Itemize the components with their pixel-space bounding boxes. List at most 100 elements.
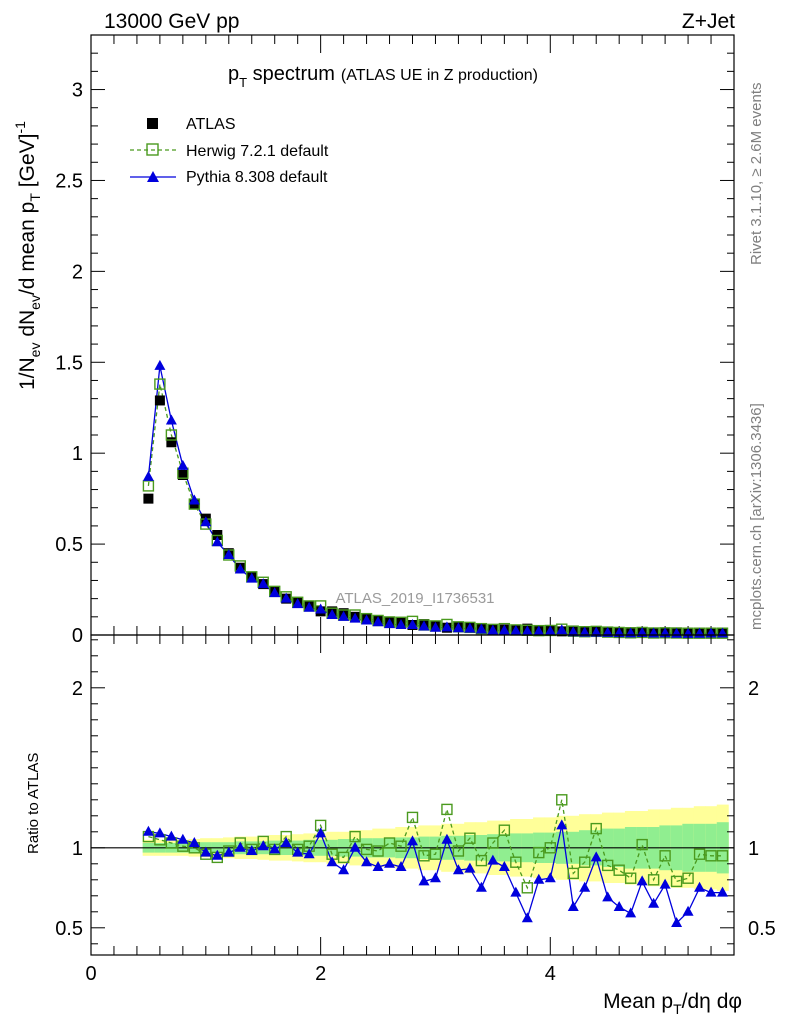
ratio-y-tick-label: 0.5 <box>55 918 83 940</box>
pythia-ratio-point <box>602 891 614 902</box>
pythia-data-point <box>407 619 418 629</box>
title-main-sub: T <box>239 75 247 90</box>
herwig-data-point <box>165 429 178 441</box>
pythia-ratio-point <box>648 897 660 908</box>
ratio-series-line-0 <box>148 799 723 890</box>
legend-marker-atlas <box>147 118 158 129</box>
pythia-ratio-point <box>441 833 453 844</box>
pythia-data-point <box>165 414 177 425</box>
pythia-data-point <box>602 626 614 637</box>
main-series-points <box>142 359 729 639</box>
mcplots-label: mcplots.cern.ch [arXiv:1306.3436] <box>748 403 765 630</box>
pythia-ratio-point <box>705 886 717 897</box>
pythia-ratio-point <box>636 875 648 886</box>
legend-marker-herwig <box>146 143 159 156</box>
ratio-series-points <box>142 794 729 927</box>
herwig-ratio-point <box>682 872 694 884</box>
herwig-data-point <box>142 480 155 492</box>
pythia-ratio-point <box>154 827 166 838</box>
pythia-ratio-point <box>292 846 304 857</box>
energy-label: 13000 GeV pp <box>104 10 239 33</box>
pythia-ratio-point <box>613 901 625 911</box>
pythia-data-point <box>556 624 568 635</box>
pythia-data-point <box>349 612 361 623</box>
pythia-ratio-point <box>269 843 281 854</box>
pythia-data-point <box>521 625 533 636</box>
herwig-ratio-point <box>475 854 488 867</box>
pythia-data-point <box>487 624 499 635</box>
pythia-ratio-point <box>303 848 315 859</box>
legend-label-atlas: ATLAS <box>186 116 236 133</box>
pythia-ratio-point <box>544 872 556 883</box>
pythia-ratio-point <box>579 881 591 892</box>
pythia-ratio-point <box>361 856 373 867</box>
atlas-data-point <box>166 437 177 448</box>
ratio-y-tick-label-right: 1 <box>748 838 759 860</box>
herwig-ratio-point <box>360 843 373 856</box>
herwig-ratio-point <box>395 840 407 852</box>
main-y-tick-label: 0 <box>72 625 83 647</box>
pythia-ratio-point <box>475 881 487 892</box>
herwig-ratio-point <box>659 850 671 862</box>
herwig-ratio-point <box>521 882 534 894</box>
herwig-ratio-point <box>372 845 384 857</box>
ratio-tick-labels: 0.5 0.5 1 1 2 2 0 2 4 <box>55 678 776 985</box>
pythia-ratio-point <box>384 857 396 868</box>
pythia-ratio-point <box>464 862 476 873</box>
legend-marker-pythia <box>147 171 159 182</box>
process-label: Z+Jet <box>682 10 735 33</box>
herwig-ratio-point <box>544 842 556 854</box>
main-y-tick-labels: 0 0.5 1 1.5 2 2.5 3 <box>55 80 83 647</box>
herwig-ratio-point <box>556 794 568 806</box>
atlas-data-point <box>177 470 188 480</box>
ratio-y-tick-label: 1 <box>72 838 83 860</box>
herwig-ratio-point <box>441 803 453 816</box>
herwig-ratio-point <box>579 856 591 868</box>
pythia-ratio-point <box>223 846 235 857</box>
pythia-ratio-point <box>177 833 189 844</box>
herwig-ratio-point <box>452 845 465 857</box>
herwig-ratio-point <box>613 864 625 876</box>
pythia-ratio-point <box>521 912 533 923</box>
herwig-ratio-point <box>567 867 579 880</box>
atlas-data-point <box>143 493 154 504</box>
herwig-ratio-point <box>429 848 442 860</box>
herwig-ratio-point <box>693 848 706 860</box>
ratio-y-axis-label: Ratio to ATLAS <box>25 753 42 854</box>
ratio-y-tick-label-right: 2 <box>748 678 759 700</box>
pythia-data-point <box>211 536 223 547</box>
herwig-ratio-point <box>647 874 660 886</box>
pythia-ratio-point <box>556 819 568 830</box>
pythia-ratio-point <box>671 917 683 927</box>
pythia-data-point <box>188 494 200 505</box>
herwig-ratio-point <box>498 824 511 836</box>
herwig-ratio-point <box>383 837 396 849</box>
pythia-data-point <box>510 625 522 635</box>
pythia-ratio-point <box>659 878 671 889</box>
main-y-tick-label: 2 <box>72 261 83 283</box>
legend-label-herwig: Herwig 7.2.1 default <box>186 143 329 160</box>
pythia-ratio-point <box>418 875 430 886</box>
pythia-data-point <box>303 601 315 612</box>
pythia-data-point <box>154 359 166 370</box>
pythia-data-point <box>142 470 154 481</box>
legend-label-pythia: Pythia 8.308 default <box>186 169 328 186</box>
chart-title: pT spectrum (ATLAS UE in Z production) <box>228 63 538 90</box>
main-y-tick-label: 2.5 <box>55 170 83 192</box>
herwig-ratio-point <box>510 856 522 868</box>
pythia-data-point <box>200 516 212 527</box>
ratio-y-tick-label-right: 0.5 <box>748 918 776 940</box>
pythia-data-point <box>234 563 246 574</box>
pythia-ratio-point <box>200 846 212 857</box>
legend: ATLAS Herwig 7.2.1 default Pythia 8.308 … <box>130 116 329 186</box>
main-y-tick-label: 3 <box>72 80 83 102</box>
pythia-ratio-point <box>694 881 706 892</box>
pythia-data-point <box>579 626 591 637</box>
pythia-data-point <box>246 572 258 583</box>
pythia-data-point <box>223 549 235 559</box>
pythia-ratio-point <box>280 837 292 847</box>
pythia-data-point <box>498 624 510 635</box>
herwig-ratio-point <box>487 837 499 849</box>
pythia-data-point <box>292 598 304 609</box>
